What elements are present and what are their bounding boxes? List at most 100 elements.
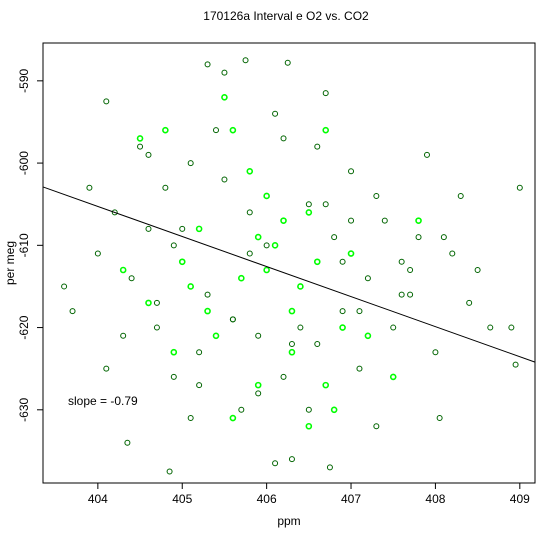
point — [305, 406, 312, 413]
y-tick-label: -610 — [17, 233, 31, 257]
point — [305, 209, 313, 216]
point — [153, 299, 160, 306]
point — [242, 57, 249, 64]
point — [415, 217, 422, 224]
point — [187, 160, 194, 167]
point — [407, 266, 414, 273]
point — [196, 382, 203, 389]
fit-line — [42, 186, 536, 363]
point — [348, 168, 355, 175]
point — [170, 348, 178, 356]
point — [297, 283, 304, 290]
point — [238, 274, 245, 282]
x-axis-label: ppm — [277, 514, 300, 528]
point — [314, 341, 321, 348]
point — [179, 225, 186, 232]
point — [204, 61, 211, 68]
point — [457, 192, 464, 199]
point — [373, 192, 380, 199]
annotation: slope = -0.79 — [68, 394, 138, 408]
point — [512, 361, 519, 368]
point — [326, 464, 333, 471]
point — [61, 283, 68, 290]
point — [305, 422, 313, 430]
y-tick-label: -620 — [17, 315, 31, 339]
point — [348, 217, 355, 224]
point — [229, 126, 237, 134]
point — [221, 93, 228, 101]
point — [449, 250, 456, 257]
point — [339, 308, 346, 315]
point — [255, 332, 262, 339]
point — [356, 308, 363, 315]
point — [196, 349, 203, 356]
point — [331, 234, 338, 241]
point — [288, 341, 295, 348]
point — [381, 217, 388, 224]
point — [263, 242, 270, 249]
point — [137, 143, 144, 150]
point — [280, 217, 287, 224]
point — [162, 126, 169, 134]
point — [330, 406, 338, 414]
point — [280, 373, 287, 380]
point — [254, 233, 262, 241]
point — [322, 126, 330, 134]
x-tick-label: 404 — [88, 492, 108, 506]
point — [288, 456, 295, 463]
x-tick-label: 405 — [172, 492, 192, 506]
point — [136, 135, 144, 142]
point — [204, 291, 211, 298]
point — [246, 250, 253, 257]
point — [94, 250, 101, 257]
plot-frame — [42, 42, 536, 484]
point — [432, 349, 439, 356]
point — [128, 275, 135, 282]
point — [213, 127, 220, 134]
point — [246, 209, 253, 216]
y-tick-label: -600 — [17, 151, 31, 175]
point — [339, 324, 346, 331]
point — [145, 225, 152, 232]
point — [466, 299, 473, 306]
point — [170, 373, 177, 380]
point — [322, 381, 330, 389]
point — [103, 365, 110, 372]
point — [69, 308, 76, 315]
point — [440, 234, 447, 241]
point — [313, 258, 321, 266]
point — [124, 439, 131, 446]
point — [398, 258, 405, 265]
point — [187, 283, 194, 290]
point — [339, 258, 346, 265]
point — [398, 291, 405, 298]
point — [288, 348, 296, 356]
point — [238, 406, 245, 413]
x-tick-label: 407 — [341, 492, 361, 506]
x-tick-label: 409 — [510, 492, 530, 506]
point — [255, 390, 262, 397]
point — [103, 98, 110, 105]
point — [297, 324, 304, 331]
chart-title: 170126a Interval e O2 vs. CO2 — [203, 9, 369, 23]
point — [272, 110, 279, 117]
point — [389, 373, 397, 381]
point — [284, 59, 291, 66]
point — [153, 324, 160, 331]
point — [246, 167, 254, 175]
point — [221, 69, 228, 76]
y-tick-label: -590 — [17, 69, 31, 93]
point — [221, 176, 228, 183]
point — [119, 266, 127, 274]
point — [423, 151, 430, 158]
point — [145, 151, 152, 158]
point — [474, 266, 481, 273]
point — [305, 201, 312, 208]
point — [288, 307, 296, 315]
point — [322, 90, 329, 97]
x-tick-label: 408 — [425, 492, 445, 506]
point — [111, 209, 118, 216]
point — [229, 414, 237, 422]
